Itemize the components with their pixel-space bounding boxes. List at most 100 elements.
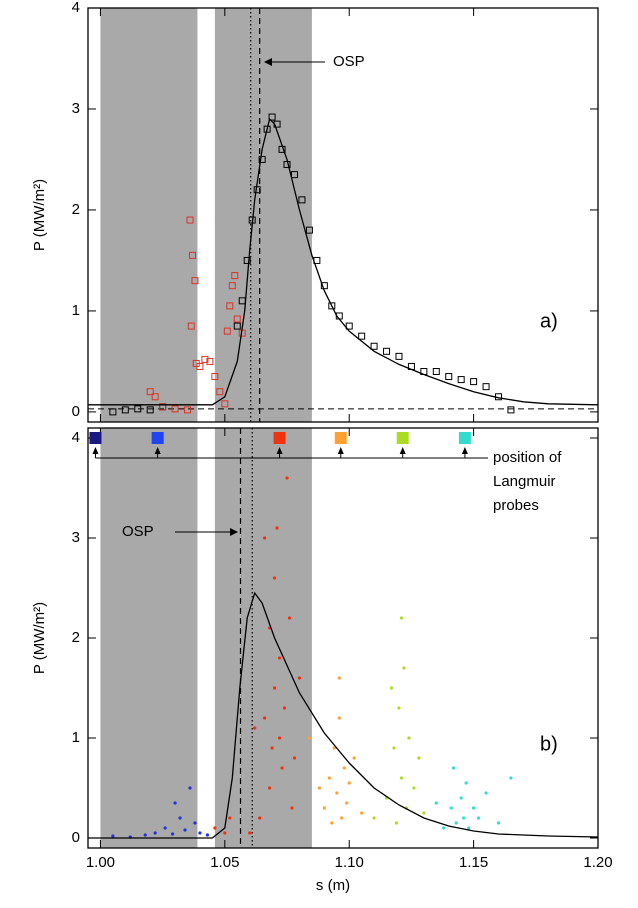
x-tick-label: 1.15 xyxy=(459,854,488,871)
data-point xyxy=(392,746,396,750)
data-point xyxy=(163,826,167,830)
data-point xyxy=(394,821,399,825)
data-point xyxy=(484,791,488,795)
data-point xyxy=(231,272,239,280)
data-point xyxy=(507,406,515,414)
data-point xyxy=(459,796,463,800)
data-point xyxy=(196,362,204,370)
data-point xyxy=(173,801,177,805)
data-point xyxy=(509,776,513,780)
y-tick-label: 0 xyxy=(72,829,80,846)
y-axis-label: P (MW/m²) xyxy=(31,602,48,674)
data-point xyxy=(337,676,341,680)
data-point xyxy=(243,256,251,264)
data-point xyxy=(226,302,234,310)
y-tick-label: 2 xyxy=(72,629,80,646)
data-point xyxy=(470,378,478,386)
data-point xyxy=(272,576,277,580)
data-point xyxy=(496,821,501,825)
data-point xyxy=(395,352,403,360)
data-point xyxy=(223,831,227,835)
data-point xyxy=(275,526,279,530)
data-point xyxy=(322,806,326,810)
data-point xyxy=(358,332,366,340)
data-point xyxy=(417,756,421,760)
data-point xyxy=(399,616,404,620)
data-point xyxy=(407,736,411,740)
data-point xyxy=(389,686,394,690)
data-point xyxy=(402,666,406,670)
data-point xyxy=(198,831,202,835)
x-axis-label: s (m) xyxy=(316,877,350,894)
data-point xyxy=(290,806,294,810)
data-point xyxy=(248,831,252,835)
y-tick-label: 4 xyxy=(72,429,80,446)
data-point xyxy=(472,806,476,810)
data-point xyxy=(383,347,391,355)
data-point xyxy=(191,277,199,285)
data-point xyxy=(159,403,167,411)
data-point xyxy=(188,786,192,790)
data-point xyxy=(449,806,453,810)
data-point xyxy=(452,766,456,770)
data-point xyxy=(335,791,339,795)
y-tick-label: 3 xyxy=(72,100,80,117)
data-point xyxy=(258,816,262,820)
y-tick-label: 2 xyxy=(72,201,80,218)
data-point xyxy=(213,826,217,830)
data-point xyxy=(193,821,197,825)
data-point xyxy=(287,616,292,620)
data-point xyxy=(285,476,289,480)
probe-label: Langmuir xyxy=(493,473,556,490)
data-point xyxy=(282,706,287,710)
y-axis-label: P (MW/m²) xyxy=(31,179,48,251)
data-point xyxy=(476,816,481,820)
data-point xyxy=(290,171,298,179)
probe-marker xyxy=(396,432,409,444)
arrowhead xyxy=(230,528,238,536)
data-point xyxy=(457,376,465,384)
data-point xyxy=(205,833,210,837)
data-point xyxy=(464,781,468,785)
data-point xyxy=(184,406,192,414)
data-point xyxy=(345,322,353,330)
data-point xyxy=(297,676,302,680)
data-point xyxy=(445,373,453,381)
data-point xyxy=(360,811,364,815)
data-point xyxy=(277,656,282,660)
data-point xyxy=(320,282,328,290)
data-point xyxy=(280,766,284,770)
data-point xyxy=(317,786,321,790)
y-tick-label: 0 xyxy=(72,403,80,420)
fit-line xyxy=(88,117,599,406)
arrowhead xyxy=(337,447,344,454)
shaded-region xyxy=(100,428,198,848)
shaded-region xyxy=(214,428,312,848)
data-point xyxy=(307,736,312,740)
data-point xyxy=(268,113,276,121)
data-point xyxy=(422,811,426,815)
data-point xyxy=(298,196,306,204)
y-tick-label: 1 xyxy=(72,729,80,746)
x-tick-label: 1.10 xyxy=(335,854,364,871)
data-point xyxy=(221,400,229,408)
data-point xyxy=(188,251,196,259)
data-point xyxy=(337,716,341,720)
arrowhead xyxy=(399,447,406,454)
data-point xyxy=(342,766,346,770)
fit-line xyxy=(88,591,599,839)
data-point xyxy=(111,834,115,838)
data-point xyxy=(146,406,154,414)
data-point xyxy=(263,716,267,720)
data-point xyxy=(272,686,277,690)
data-point xyxy=(305,226,313,234)
data-point xyxy=(347,781,351,785)
probe-marker xyxy=(334,432,347,444)
data-point xyxy=(216,388,224,396)
data-point xyxy=(277,736,282,740)
data-point xyxy=(442,826,446,830)
arrowhead xyxy=(154,447,161,454)
arrowhead xyxy=(264,58,272,66)
probe-marker xyxy=(151,432,164,444)
